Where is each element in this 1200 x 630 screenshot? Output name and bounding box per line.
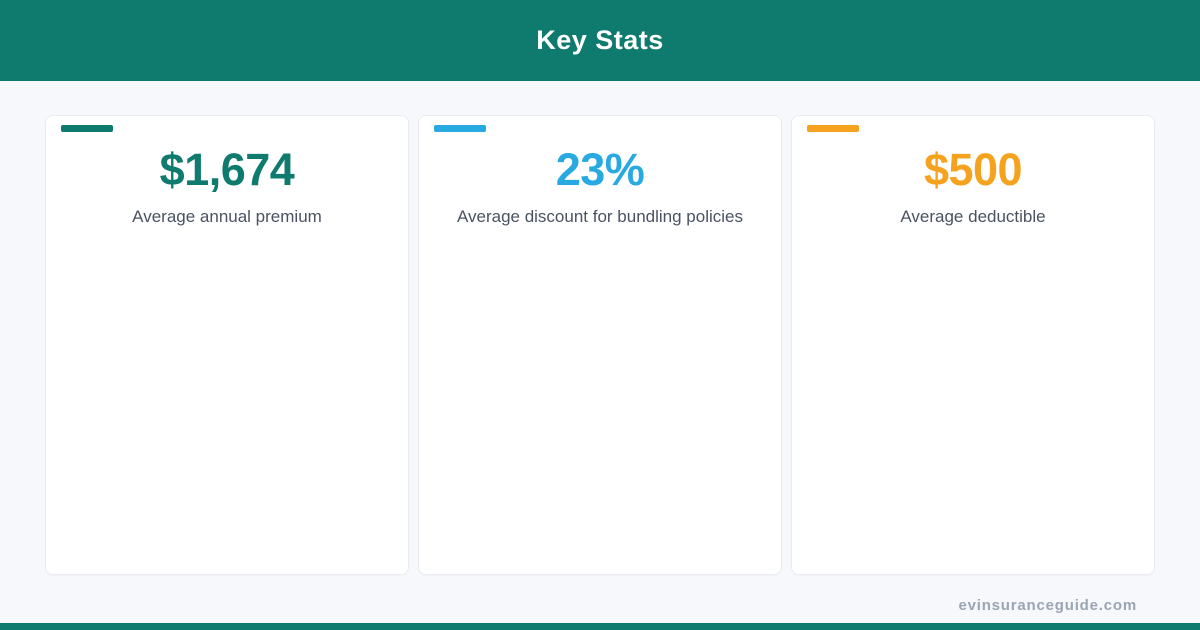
header-bar: Key Stats bbox=[0, 0, 1200, 81]
stats-grid: $1,674 Average annual premium 23% Averag… bbox=[45, 115, 1155, 575]
stat-value: $500 bbox=[923, 144, 1023, 195]
stat-value: $1,674 bbox=[159, 144, 295, 195]
accent-bar bbox=[61, 125, 113, 132]
accent-bar bbox=[807, 125, 859, 132]
footer: evinsuranceguide.com bbox=[0, 575, 1200, 623]
bottom-accent-bar bbox=[0, 623, 1200, 630]
page-title: Key Stats bbox=[536, 25, 664, 55]
website-url: evinsuranceguide.com bbox=[958, 597, 1137, 614]
stat-card-deductible: $500 Average deductible bbox=[791, 115, 1155, 575]
stat-label: Average deductible bbox=[900, 206, 1046, 226]
stat-label: Average annual premium bbox=[132, 206, 322, 226]
stat-label: Average discount for bundling policies bbox=[456, 206, 744, 226]
stat-value: 23% bbox=[555, 144, 645, 195]
stat-card-bundling-discount: 23% Average discount for bundling polici… bbox=[418, 115, 782, 575]
accent-bar bbox=[434, 125, 486, 132]
stat-card-annual-premium: $1,674 Average annual premium bbox=[45, 115, 409, 575]
